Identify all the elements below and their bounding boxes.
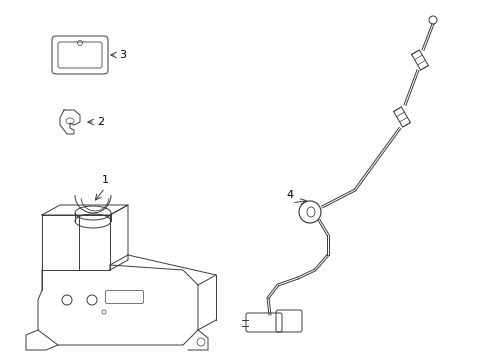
Text: 2: 2	[97, 117, 104, 127]
Text: 1: 1	[101, 175, 108, 185]
Text: 4: 4	[287, 190, 294, 200]
Text: 3: 3	[119, 50, 126, 60]
Ellipse shape	[75, 206, 111, 220]
